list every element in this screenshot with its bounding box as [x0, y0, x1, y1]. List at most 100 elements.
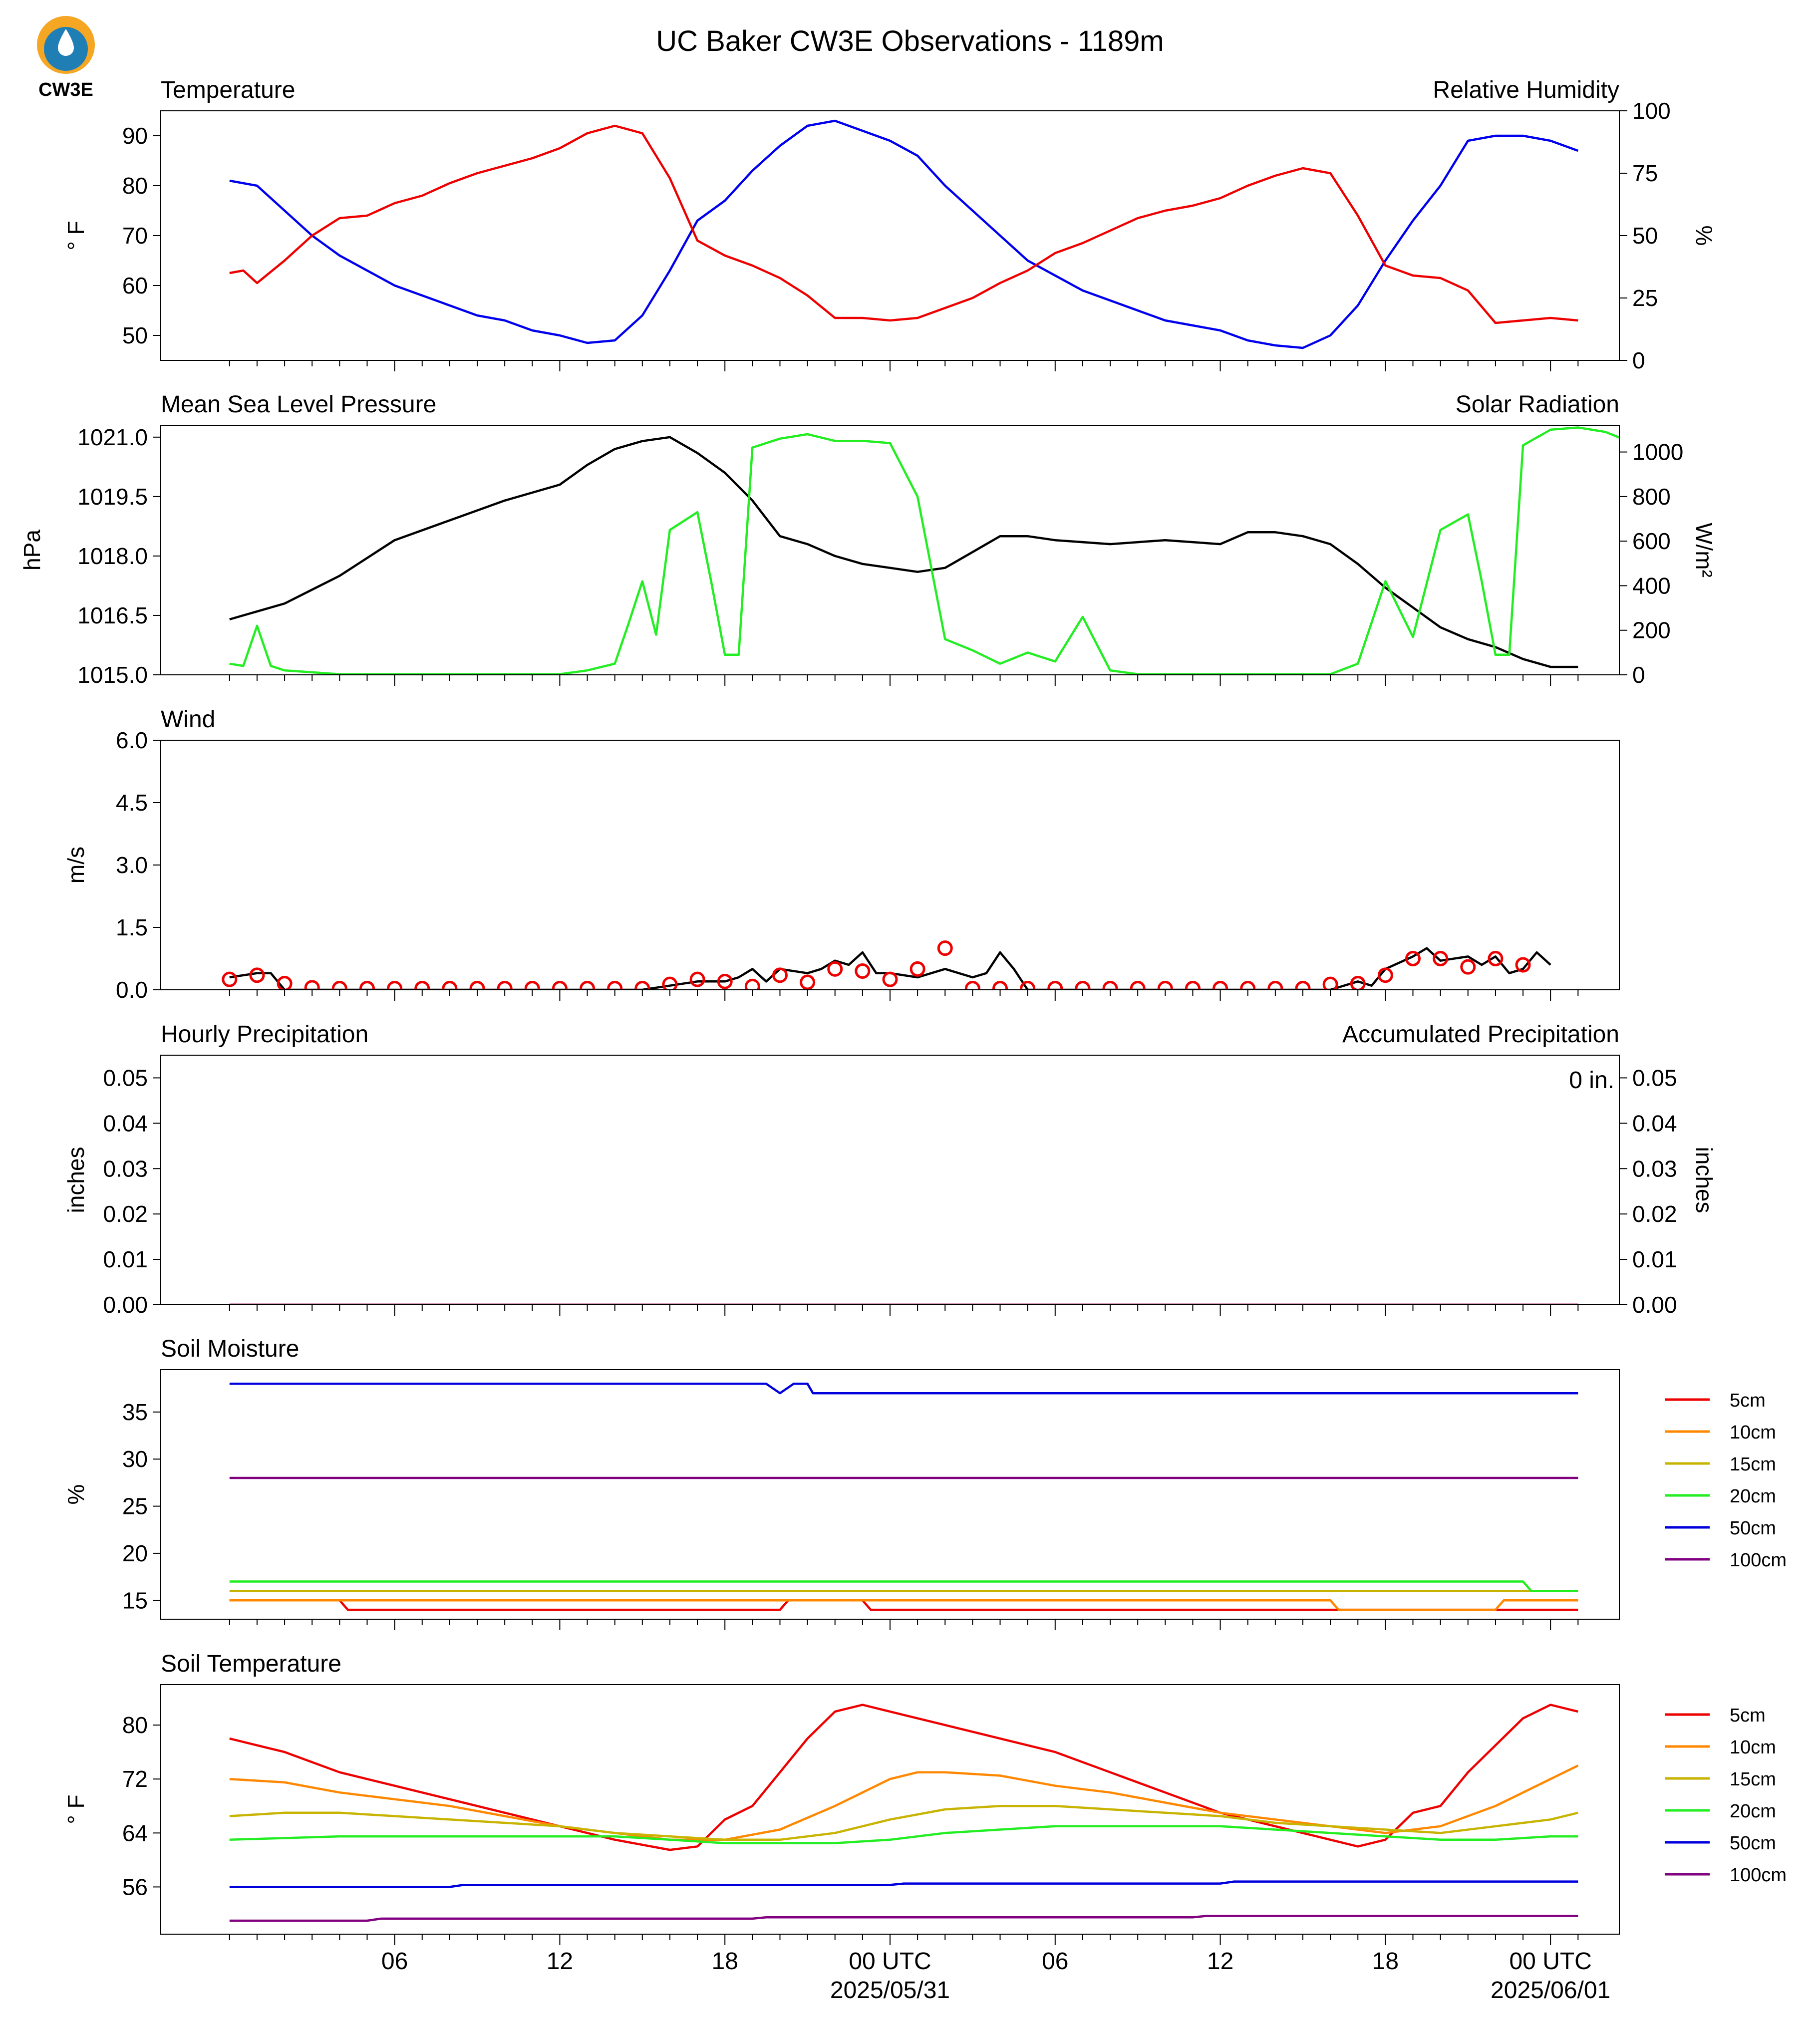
legend-label-50cm: 50cm [1730, 1833, 1776, 1854]
x-tick-label: 18 [712, 1948, 738, 1975]
panel-6: 56 64 72 80 Soil Temperature ° F 5cm 10cm 15cm 20… [63, 1651, 1787, 1945]
y-tick-label: 30 [122, 1446, 148, 1472]
y-tick-label: 70 [122, 223, 148, 249]
panel-title-left: Hourly Precipitation [161, 1021, 368, 1048]
y-right-tick-label: 0.04 [1632, 1110, 1677, 1136]
panel-title-right: Solar Radiation [1456, 391, 1619, 418]
y-right-tick-label: 0.03 [1632, 1156, 1677, 1181]
x-date-label: 2025/05/31 [830, 1977, 950, 2004]
gust-marker [910, 961, 925, 977]
y-tick-label: 90 [122, 123, 148, 149]
gust-marker [1075, 981, 1091, 990]
legend-label-10cm: 10cm [1730, 1422, 1776, 1443]
y-tick-label: 35 [122, 1399, 148, 1425]
gust-marker [772, 967, 788, 983]
legend-label-50cm: 50cm [1730, 1518, 1776, 1539]
y-tick-label: 0.04 [103, 1110, 148, 1136]
gust-marker [469, 981, 485, 990]
gust-marker [1047, 981, 1063, 990]
gust-marker [580, 981, 596, 990]
x-tick-label: 00 UTC [849, 1948, 931, 1975]
panel-4: 0.00 0.01 0.02 0.03 0.04 0.05 0.00 0.01 0.02 0.03… [63, 1021, 1717, 1318]
gust-marker [1267, 981, 1283, 990]
gust-marker [1240, 981, 1256, 990]
y-axis-label: ° F [63, 1794, 89, 1824]
gust-marker [855, 963, 871, 979]
y-tick-label: 3.0 [116, 852, 148, 878]
gust-marker [524, 981, 540, 990]
gust-marker [1350, 976, 1366, 990]
x-tick-label: 06 [1042, 1948, 1068, 1975]
gust-marker [717, 973, 733, 989]
y-tick-label: 20 [122, 1540, 148, 1566]
panel-series [229, 426, 1619, 675]
panel-series [229, 119, 1579, 349]
y-axis-label: hPa [19, 530, 45, 571]
y-tick-label: 80 [122, 173, 148, 199]
gust-marker [827, 961, 843, 977]
legend-label-20cm: 20cm [1730, 1486, 1776, 1507]
y-right-tick-label: 800 [1632, 484, 1671, 510]
y-right-tick-label: 400 [1632, 573, 1671, 598]
accumulated-total-label: 0 in. [1569, 1067, 1614, 1094]
gust-marker [964, 981, 980, 990]
y-tick-label: 6.0 [116, 727, 148, 753]
y-right-tick-label: 100 [1632, 98, 1671, 124]
gust-marker [1157, 981, 1173, 990]
y-tick-label: 4.5 [116, 790, 148, 816]
y-tick-label: 60 [122, 273, 148, 298]
series-line-10cm [229, 1599, 1578, 1611]
legend-label-15cm: 15cm [1730, 1454, 1776, 1475]
x-date-label: 2025/06/01 [1491, 1977, 1610, 2004]
y-axis-label: inches [63, 1147, 89, 1213]
series-line-temp [229, 119, 1579, 349]
y-tick-label: 72 [122, 1766, 148, 1792]
panel-series [222, 940, 1551, 990]
gust-marker [992, 981, 1008, 990]
y-tick-label: 80 [122, 1712, 148, 1738]
y-tick-label: 0.05 [103, 1065, 148, 1091]
panel-title-left: Soil Temperature [161, 1651, 341, 1677]
x-tick-label: 06 [381, 1948, 408, 1975]
series-line-solar [229, 426, 1619, 675]
series-line-5cm [229, 1704, 1578, 1851]
y-tick-label: 15 [122, 1587, 148, 1613]
gust-marker [249, 967, 265, 983]
y-right-tick-label: 0.05 [1632, 1065, 1677, 1091]
series-line-100cm [229, 1915, 1578, 1922]
logo-text: CW3E [38, 79, 93, 100]
y-tick-label: 0.02 [103, 1201, 148, 1227]
gust-marker [1460, 959, 1476, 975]
y-tick-label: 56 [122, 1874, 148, 1900]
gust-marker [1185, 981, 1201, 990]
y-right-tick-label: 0.00 [1632, 1292, 1677, 1318]
cw3e-logo: CW3E [37, 16, 95, 100]
y-axis-label: % [63, 1484, 89, 1505]
legend-label-20cm: 20cm [1730, 1801, 1776, 1822]
y-tick-label: 0.00 [103, 1292, 148, 1318]
gust-marker [304, 980, 320, 990]
series-line-50cm [229, 1383, 1578, 1395]
panel-title-right: Accumulated Precipitation [1342, 1021, 1619, 1048]
gust-marker [1295, 981, 1311, 990]
gust-marker [331, 981, 347, 990]
panel-2: 1015.0 1016.5 1018.0 1019.5 1021.0 0 200 400 600… [19, 391, 1717, 688]
gust-marker [1020, 981, 1036, 990]
panels: 50 60 70 80 90 0 25 50 75 100 Temperature Relative … [19, 77, 1787, 2004]
y-tick-label: 1018.0 [77, 543, 148, 569]
gust-marker [222, 971, 238, 987]
series-line-rh [229, 124, 1578, 324]
gust-marker [1322, 976, 1338, 990]
legend-label-5cm: 5cm [1730, 1390, 1766, 1411]
y-right-tick-label: 50 [1632, 223, 1658, 249]
x-tick-label: 18 [1372, 1948, 1399, 1975]
logo-drop-icon [58, 29, 74, 56]
y-right-tick-label: 600 [1632, 528, 1671, 554]
gust-marker [1213, 981, 1228, 990]
gust-marker [359, 981, 375, 990]
gust-marker [1433, 951, 1449, 966]
